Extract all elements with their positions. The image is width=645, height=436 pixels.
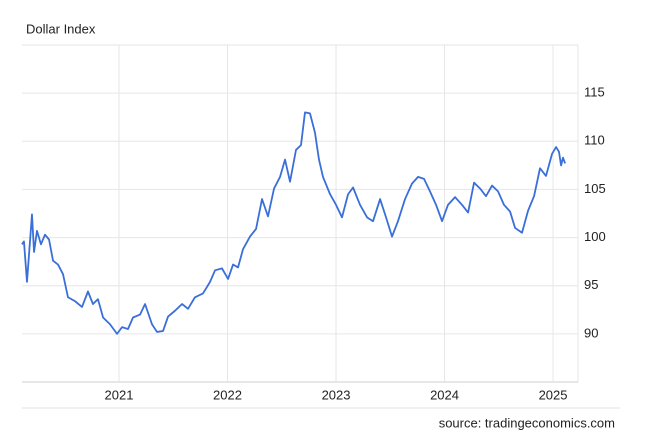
y-tick-label: 110 [584, 133, 605, 148]
y-tick-label: 90 [584, 325, 598, 340]
source-note: source: tradingeconomics.com [439, 415, 615, 430]
x-tick-label: 2021 [105, 387, 134, 402]
x-tick-label: 2023 [322, 387, 351, 402]
y-tick-label: 95 [584, 277, 598, 292]
y-tick-label: 115 [584, 85, 605, 100]
y-tick-label: 100 [584, 229, 606, 244]
x-tick-label: 2025 [539, 387, 568, 402]
chart-title: Dollar Index [26, 21, 96, 36]
y-tick-label: 105 [584, 181, 606, 196]
x-tick-label: 2022 [213, 387, 242, 402]
x-tick-label: 2024 [430, 387, 459, 402]
data-line [21, 111, 566, 335]
